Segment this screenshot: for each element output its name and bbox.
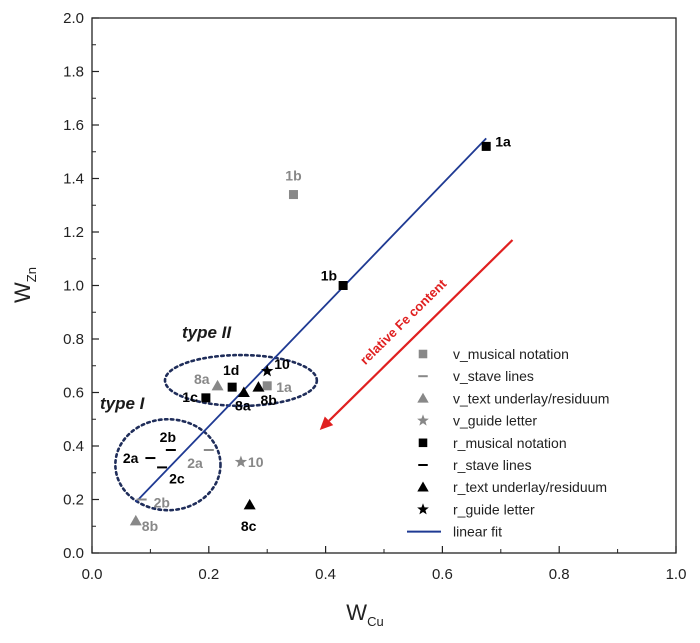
point-label: 2c: [169, 470, 185, 486]
legend-entry-label: v_guide letter: [453, 413, 537, 429]
point-label: 8a: [235, 398, 251, 414]
arrow-head: [319, 416, 334, 430]
legend-marker-star: [417, 503, 429, 515]
y-tick-label: 1.2: [63, 224, 84, 241]
arrow-shaft: [328, 239, 514, 422]
y-tick-label: 0.2: [63, 492, 84, 509]
data-point-square: [481, 141, 491, 151]
group-ellipses: type I type II: [100, 323, 319, 512]
data-point-star: [261, 364, 274, 377]
legend-entry-label: v_musical notation: [453, 346, 569, 362]
data-point-triangle: [237, 386, 250, 397]
legend-entry-label: v_text underlay/residuum: [453, 390, 609, 406]
data-point-triangle: [129, 514, 142, 526]
data-point-square: [227, 382, 237, 392]
y-tick-label: 2.0: [63, 10, 84, 27]
point-label: 10: [248, 454, 264, 470]
arrow-label: relative Fe content: [357, 276, 450, 368]
legend-marker-square: [418, 438, 428, 448]
y-tick-label: 1.8: [63, 64, 84, 81]
point-labels: 1b 1a 2a 2b 8a 8b 10 1a 1b 1c 1d 2a 2b 2c 8a 8b 8c 10: [123, 133, 511, 534]
point-label: 1b: [285, 168, 301, 184]
legend-entry-label: r_guide letter: [453, 501, 535, 517]
legend: v_musical notation v_stave lines v_text un…: [407, 346, 609, 540]
point-label: 2a: [187, 455, 203, 471]
point-label: 10: [274, 356, 290, 372]
point-label: 1b: [321, 268, 337, 284]
legend-marker-square: [418, 349, 428, 359]
linear-fit-line: [135, 137, 487, 503]
legend-entry-label: linear fit: [453, 524, 502, 540]
axis-ticks: [91, 17, 677, 554]
y-tick-label: 0.0: [63, 545, 84, 562]
y-tick-label: 0.6: [63, 385, 84, 402]
data-point-square: [288, 190, 298, 200]
group-ellipse: [114, 417, 222, 512]
point-label: 8c: [241, 518, 257, 534]
point-label: 1d: [223, 362, 239, 378]
point-label: 1a: [495, 133, 511, 149]
legend-entry-label: r_musical notation: [453, 435, 567, 451]
tick-labels: 0.0 0.2 0.4 0.6 0.8 1.0 0.0 0.2 0.4 0.6 0.8 1.0 1.2 1…: [63, 10, 686, 583]
point-label: 8a: [194, 371, 210, 387]
x-tick-label: 0.2: [198, 566, 219, 583]
y-axis-title: WZn: [10, 267, 39, 303]
point-label: 2a: [123, 450, 139, 466]
group-ellipse: [163, 353, 319, 408]
x-tick-label: 0.8: [549, 566, 570, 583]
point-label: 2b: [160, 429, 176, 445]
y-tick-label: 1.4: [63, 171, 84, 188]
point-label: 2b: [154, 495, 170, 511]
point-label: 8b: [142, 518, 158, 534]
y-axis-title-sub: Zn: [24, 267, 39, 282]
legend-entry-label: r_text underlay/residuum: [453, 479, 607, 495]
x-tick-label: 0.4: [315, 566, 336, 583]
group-label: type II: [182, 323, 232, 342]
x-axis-title: WCu: [346, 600, 383, 629]
data-point-triangle: [211, 379, 224, 391]
x-axis-title-sub: Cu: [367, 614, 384, 629]
data-point-square: [201, 393, 211, 403]
point-label: 1c: [182, 389, 198, 405]
data-point-star: [234, 455, 248, 468]
x-tick-label: 0.0: [82, 566, 103, 583]
legend-entry-label: r_stave lines: [453, 457, 532, 473]
data-markers: [129, 141, 491, 526]
legend-marker-star: [417, 414, 429, 426]
x-tick-label: 1.0: [666, 566, 687, 583]
data-point-square: [338, 281, 348, 290]
y-tick-label: 1.0: [63, 278, 84, 295]
data-point-triangle: [252, 381, 265, 392]
point-label: 1a: [276, 379, 292, 395]
y-tick-label: 1.6: [63, 117, 84, 134]
y-tick-label: 0.8: [63, 331, 84, 348]
legend-marker-triangle: [417, 392, 429, 403]
fit-line-layer: [135, 137, 487, 503]
data-point-square: [262, 381, 272, 391]
legend-entry-label: v_stave lines: [453, 368, 534, 384]
group-label: type I: [100, 394, 146, 413]
legend-marker-triangle: [417, 481, 429, 492]
point-label: 8b: [260, 392, 276, 408]
data-point-triangle: [243, 498, 256, 510]
y-tick-label: 0.4: [63, 438, 84, 455]
x-tick-label: 0.6: [432, 566, 453, 583]
